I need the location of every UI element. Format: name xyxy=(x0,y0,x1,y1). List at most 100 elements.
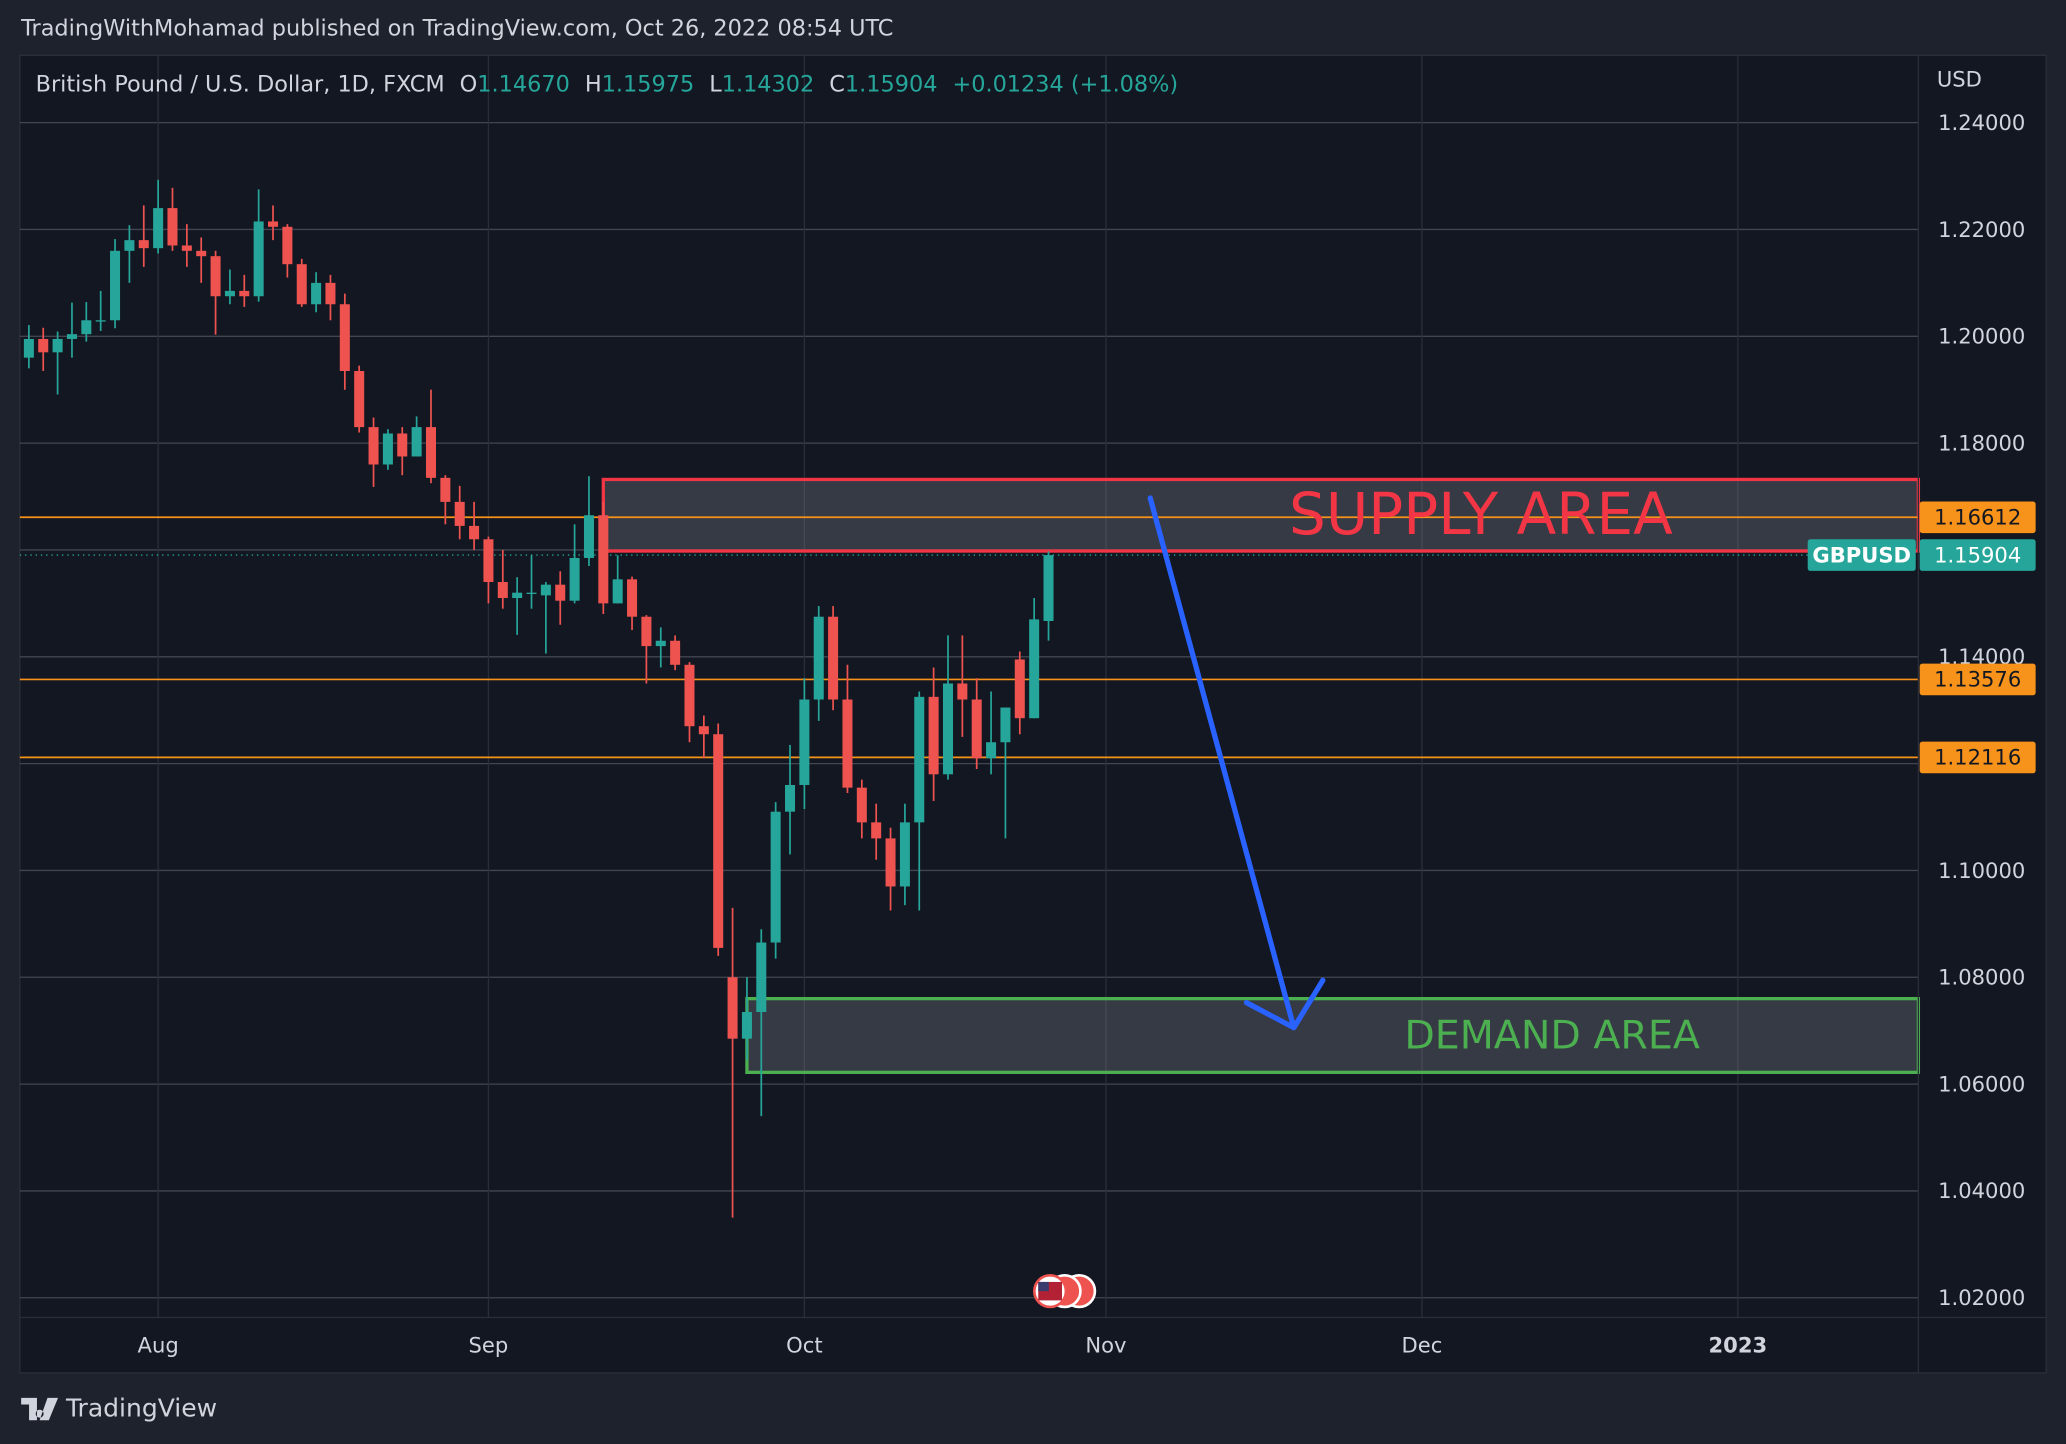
candle-body xyxy=(239,290,250,297)
zone-label: DEMAND AREA xyxy=(1404,1013,1700,1059)
level-badge xyxy=(1919,501,2036,534)
candle-body xyxy=(641,616,652,647)
candle-body xyxy=(210,256,221,297)
candle-body xyxy=(38,338,49,353)
y-tick-label: 1.22000 xyxy=(1938,217,2025,242)
candle-body xyxy=(569,557,580,601)
candle-body xyxy=(167,208,178,246)
candle-body xyxy=(296,264,307,305)
level-badge xyxy=(1919,663,2036,696)
ohlc-key: C xyxy=(829,71,845,97)
candle-body xyxy=(684,664,695,727)
candle-body xyxy=(368,427,379,465)
level-badge xyxy=(1919,741,2036,774)
symbol-badge xyxy=(1807,539,1916,571)
symbol: British Pound / U.S. Dollar, 1D, FXCM xyxy=(36,71,445,97)
x-tick-label: 2023 xyxy=(1709,1333,1768,1358)
footer-logo: TradingView xyxy=(21,1394,217,1423)
candle-body xyxy=(138,240,149,249)
zone-label: SUPPLY AREA xyxy=(1289,480,1673,548)
candle-body xyxy=(382,433,393,465)
candle-body xyxy=(799,699,810,785)
candle-body xyxy=(957,683,968,700)
candle-body xyxy=(670,640,681,665)
y-tick-label: 1.20000 xyxy=(1938,324,2025,349)
levels xyxy=(19,516,1919,759)
y-tick-label: 1.04000 xyxy=(1938,1178,2025,1203)
candle-body xyxy=(713,734,724,948)
zone xyxy=(601,477,1921,553)
candle-body xyxy=(813,616,824,700)
ohlc-value: 1.15904 xyxy=(845,71,938,97)
candle-body xyxy=(469,525,480,540)
candle-body xyxy=(124,240,135,251)
candle-body xyxy=(397,433,408,457)
ohlc-key: O xyxy=(460,71,478,97)
ohlc-value: 1.15975 xyxy=(602,71,695,97)
price-badge xyxy=(1919,539,2036,571)
candle-body xyxy=(612,579,623,604)
candle-body xyxy=(828,616,839,700)
candle-body xyxy=(1000,707,1011,743)
y-tick-label: 1.02000 xyxy=(1938,1285,2025,1310)
candle-body xyxy=(928,696,939,775)
candle-body xyxy=(224,290,235,297)
level-label: 1.16612 xyxy=(1934,505,2021,530)
zone xyxy=(745,996,1921,1074)
candle-body xyxy=(95,320,106,322)
candle-body xyxy=(655,640,666,647)
candle-body xyxy=(1029,619,1040,719)
change: +0.01234 (+1.08%) xyxy=(952,71,1178,97)
x-tick-label: Nov xyxy=(1085,1333,1126,1358)
candle-body xyxy=(454,501,465,526)
candle-body xyxy=(583,515,594,558)
candle-body xyxy=(268,221,279,227)
currency: USD xyxy=(1937,66,1982,91)
candle-body xyxy=(899,822,910,887)
candle-body xyxy=(986,742,997,759)
ohlc-key: L xyxy=(709,71,722,97)
candle-body xyxy=(698,726,709,735)
candle-body xyxy=(512,592,523,599)
candle-body xyxy=(253,221,264,297)
ohlc-value: 1.14302 xyxy=(722,71,815,97)
candle-body xyxy=(81,320,92,335)
ohlc-key: H xyxy=(585,71,602,97)
candle-body xyxy=(756,942,767,1012)
legend: British Pound / U.S. Dollar, 1D, FXCM O1… xyxy=(36,71,1179,97)
candle-body xyxy=(311,282,322,305)
candle-body xyxy=(770,811,781,943)
events-icon xyxy=(1033,1274,1097,1309)
banner: TradingWithMohamad published on TradingV… xyxy=(20,15,893,41)
x-tick-label: Oct xyxy=(786,1333,822,1358)
candle-body xyxy=(885,838,896,887)
candle-body xyxy=(727,977,738,1039)
x-tick-label: Sep xyxy=(469,1333,509,1358)
candle-body xyxy=(526,592,537,595)
candle-body xyxy=(555,584,566,601)
candle-body xyxy=(842,699,853,788)
candle-body xyxy=(52,338,63,353)
candles xyxy=(23,179,1054,1218)
forecast-arrow xyxy=(1147,495,1326,1031)
y-tick-label: 1.10000 xyxy=(1938,858,2025,883)
y-tick-label: 1.08000 xyxy=(1938,965,2025,990)
symbol-label: GBPUSD xyxy=(1812,542,1911,567)
candle-body xyxy=(785,784,796,812)
candle-body xyxy=(856,787,867,823)
candle-body xyxy=(282,226,293,265)
level-label: 1.12116 xyxy=(1934,745,2021,770)
candle-body xyxy=(540,584,551,596)
x-tick-label: Aug xyxy=(138,1333,179,1358)
candle-body xyxy=(354,371,365,428)
candle-body xyxy=(425,427,436,478)
candle-body xyxy=(1014,659,1025,719)
price-label: 1.15904 xyxy=(1934,542,2021,567)
candle-body xyxy=(440,477,451,502)
ohlc-value: 1.14670 xyxy=(477,71,570,97)
level-label: 1.13576 xyxy=(1934,667,2021,692)
y-tick-label: 1.06000 xyxy=(1938,1071,2025,1096)
candle-body xyxy=(110,250,121,321)
